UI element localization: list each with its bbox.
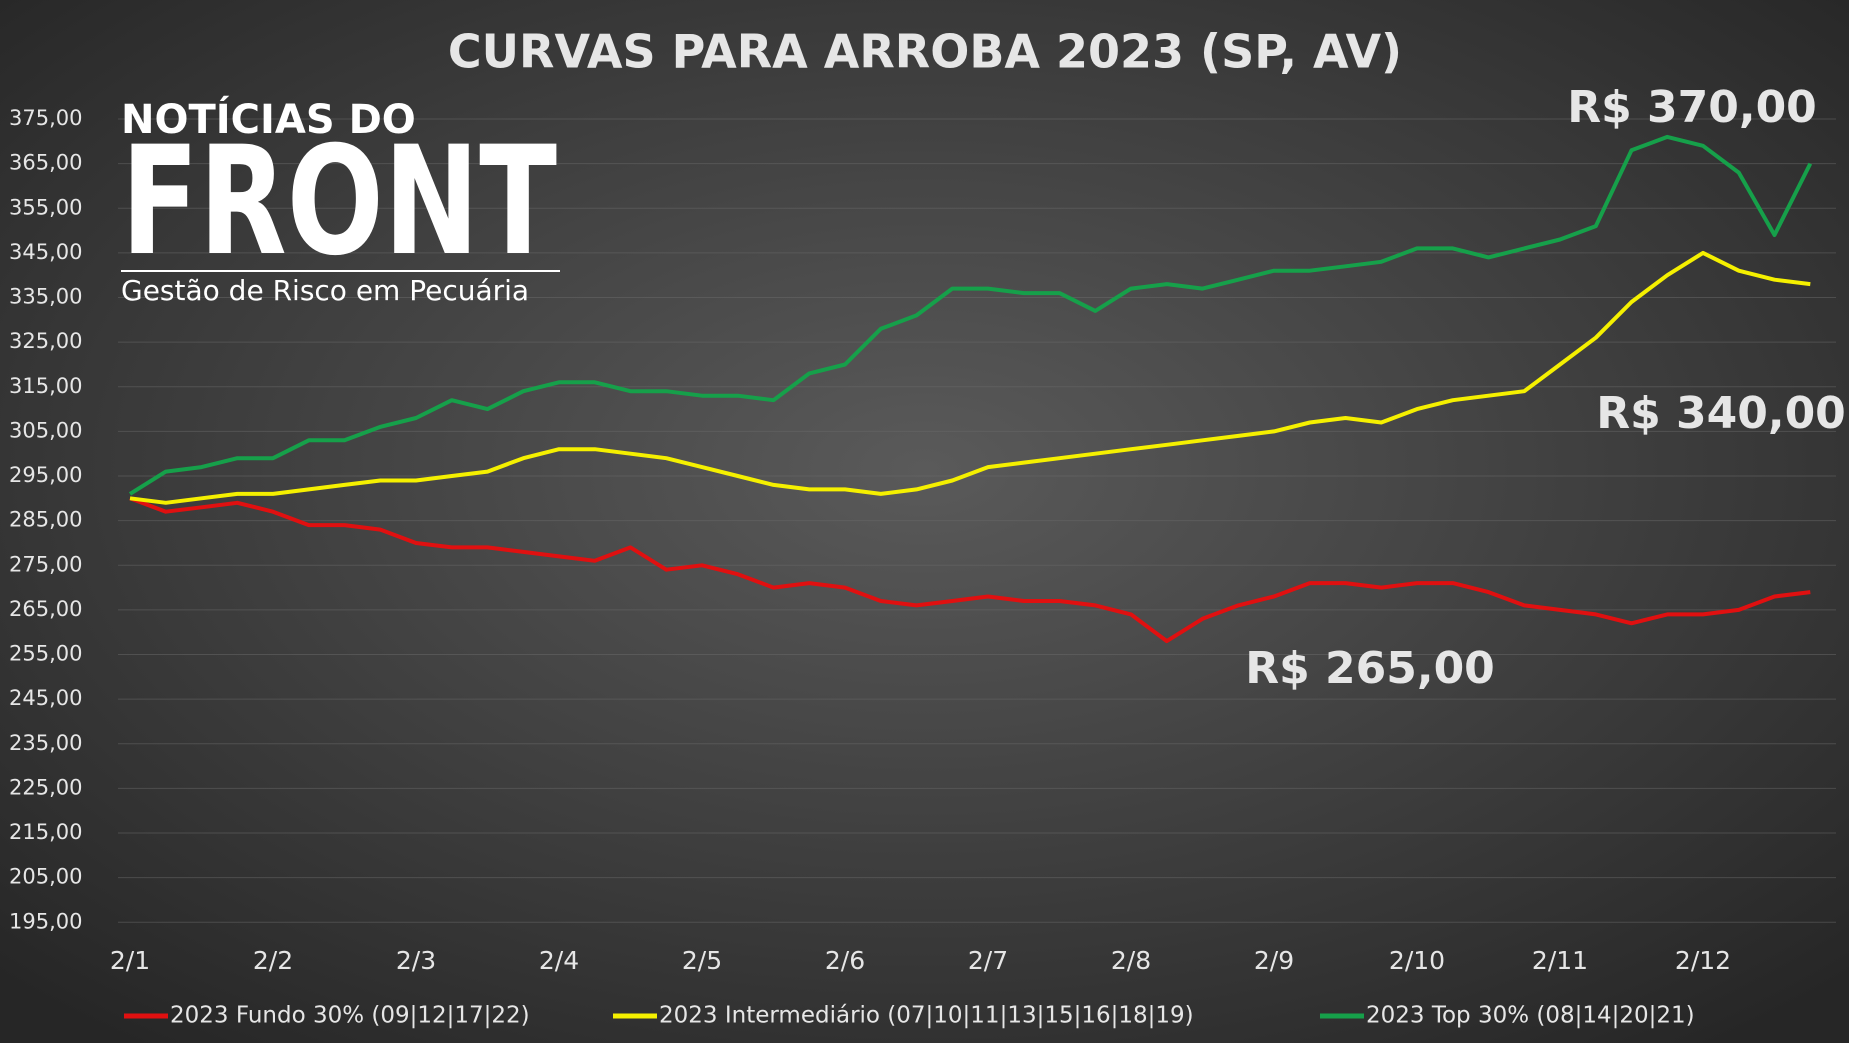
y-tick-label: 325,00 [9,329,82,353]
series-line [129,250,1811,505]
annotation: R$ 340,00 [1596,388,1846,439]
y-tick-label: 245,00 [9,686,82,710]
series-line [128,134,1813,496]
x-tick-label: 2/6 [825,946,865,975]
y-tick-label: 195,00 [9,909,82,933]
series-line [129,496,1811,644]
y-tick-label: 235,00 [9,731,82,755]
x-tick-label: 2/7 [968,946,1008,975]
x-tick-label: 2/5 [682,946,722,975]
y-tick-label: 205,00 [9,865,82,889]
x-tick-label: 2/1 [110,946,150,975]
logo: NOTÍCIAS DO FRONT Gestão de Risco em Pec… [121,95,560,307]
legend-label: 2023 Intermediário (07|10|11|13|15|16|18… [659,1003,1194,1029]
x-tick-label: 2/12 [1675,946,1731,975]
y-tick-label: 225,00 [9,775,82,799]
x-tick-label: 2/11 [1532,946,1588,975]
legend-label: 2023 Top 30% (08|14|20|21) [1366,1003,1695,1029]
x-tick-label: 2/3 [396,946,436,975]
y-tick-label: 315,00 [9,374,82,398]
y-tick-label: 285,00 [9,508,82,532]
y-tick-label: 365,00 [9,151,82,175]
x-tick-label: 2/10 [1389,946,1445,975]
logo-top: NOTÍCIAS DO [121,95,416,143]
y-tick-label: 345,00 [9,240,82,264]
y-tick-label: 335,00 [9,285,82,309]
x-tick-label: 2/8 [1111,946,1151,975]
legend-label: 2023 Fundo 30% (09|12|17|22) [170,1003,530,1029]
y-tick-label: 375,00 [9,106,82,130]
y-tick-label: 265,00 [9,597,82,621]
chart-title: CURVAS PARA ARROBA 2023 (SP, AV) [448,25,1402,79]
logo-tagline: Gestão de Risco em Pecuária [121,274,529,307]
y-tick-label: 255,00 [9,642,82,666]
x-tick-label: 2/2 [253,946,293,975]
x-tick-label: 2/4 [539,946,579,975]
annotation: R$ 265,00 [1245,643,1495,694]
annotation: R$ 370,00 [1567,82,1817,133]
y-tick-label: 305,00 [9,418,82,442]
logo-brand: FRONT [121,115,557,289]
x-tick-label: 2/9 [1254,946,1294,975]
y-tick-label: 275,00 [9,552,82,576]
y-tick-label: 295,00 [9,463,82,487]
y-tick-label: 355,00 [9,195,82,219]
y-tick-label: 215,00 [9,820,82,844]
